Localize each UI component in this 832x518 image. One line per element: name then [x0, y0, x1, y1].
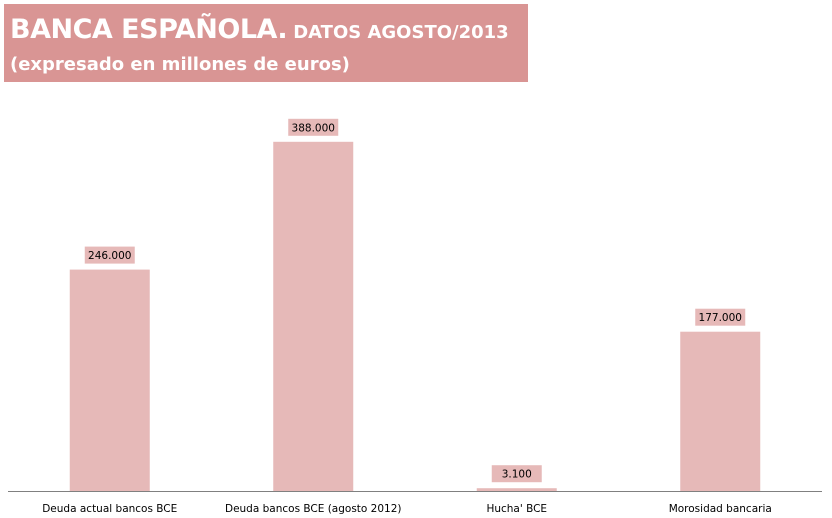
data-label-bg-4: [695, 308, 746, 326]
category-label-4: Morosidad bancaria: [669, 503, 772, 515]
chart-title: BANCA ESPAÑOLA. DATOS AGOSTO/2013: [10, 14, 509, 45]
data-label-bg-1: [84, 246, 135, 264]
data-label-bg-3: [491, 465, 542, 483]
category-label-1: Deuda actual bancos BCE: [42, 503, 177, 515]
chart-subtitle: DATOS AGOSTO/2013: [293, 22, 509, 43]
chart-units: (expresado en millones de euros): [10, 54, 350, 75]
data-label-3: 3.100: [502, 469, 532, 481]
data-label-2: 388.000: [292, 122, 335, 134]
bar-4: [680, 331, 761, 491]
bar-1: [69, 269, 150, 491]
bar-3: [476, 488, 557, 491]
chart-title-text: BANCA ESPAÑOLA.: [10, 14, 288, 45]
data-label-bg-2: [288, 118, 339, 136]
data-label-4: 177.000: [699, 312, 742, 324]
category-label-3: Hucha' BCE: [486, 503, 547, 515]
category-label-2: Deuda bancos BCE (agosto 2012): [225, 503, 402, 515]
data-label-1: 246.000: [88, 250, 131, 262]
header-banner: BANCA ESPAÑOLA. DATOS AGOSTO/2013 (expres…: [4, 4, 528, 82]
bar-2: [273, 141, 354, 492]
